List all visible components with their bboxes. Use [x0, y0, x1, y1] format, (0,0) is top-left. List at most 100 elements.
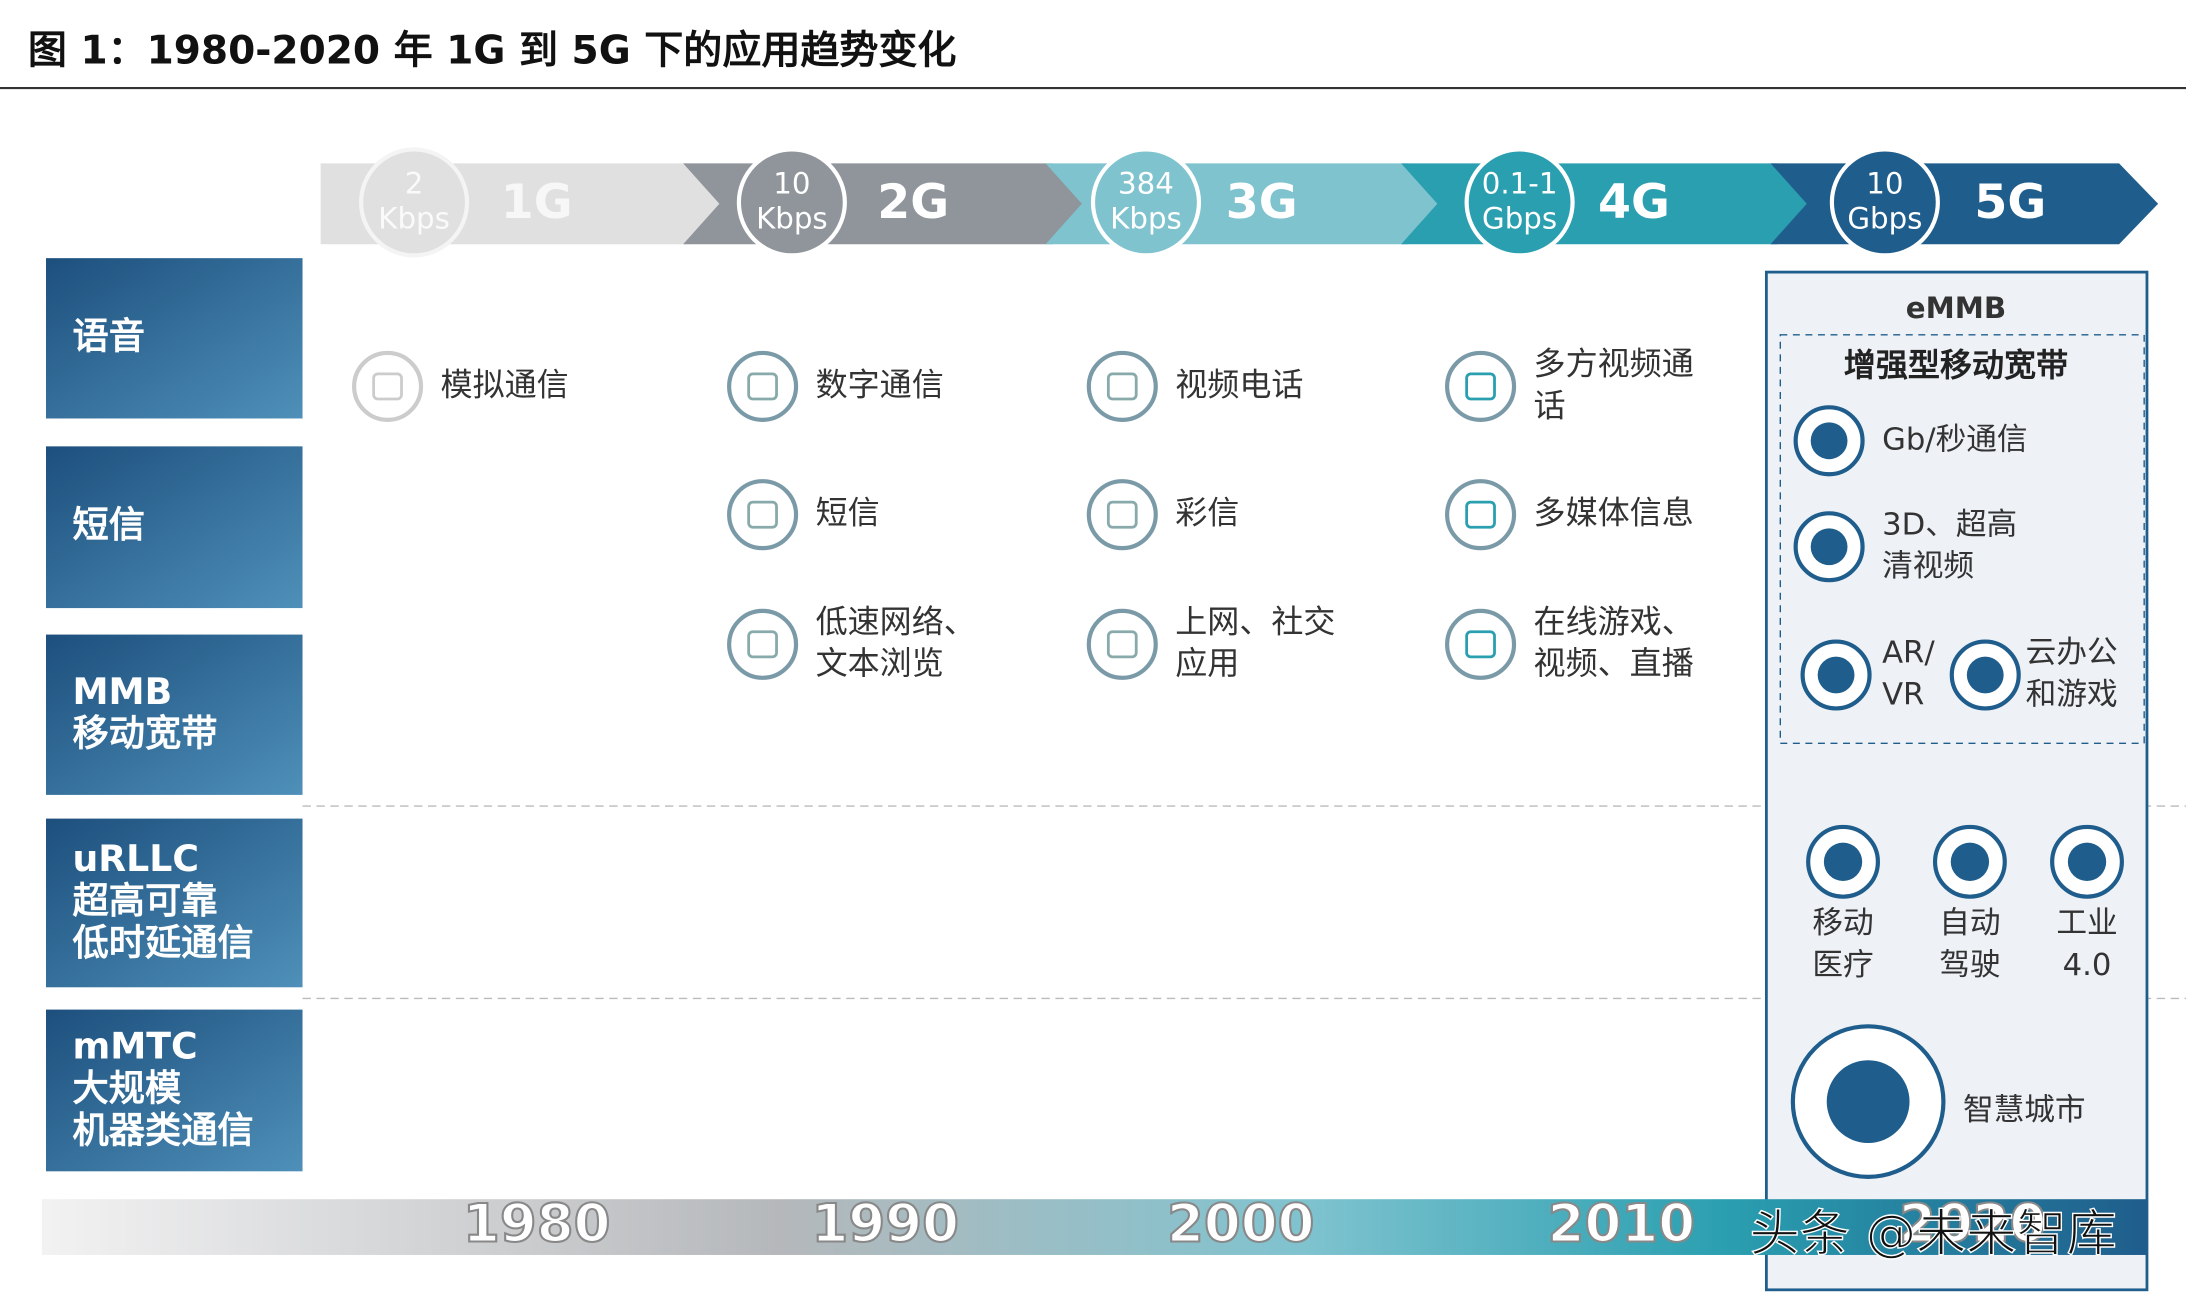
panel-heading: eMMB — [1906, 291, 2006, 325]
app-icon — [1445, 479, 1517, 551]
speed-label: 10 — [773, 166, 810, 200]
app-label: 模拟通信 — [441, 365, 569, 403]
speed-badge — [358, 147, 470, 258]
year-label: 1980 — [463, 1194, 610, 1255]
feature-label: 工业 — [2056, 906, 2117, 941]
generation-name: 3G — [1226, 175, 1298, 230]
embb-group — [1779, 334, 2145, 745]
year-label: 2020 — [1899, 1194, 2046, 1255]
feature-label: 自动 — [1939, 906, 2000, 941]
speed-label: Gbps — [1847, 201, 1922, 235]
generation-arrow — [1770, 163, 2159, 245]
feature-icon-core — [2067, 842, 2107, 881]
app-icon-glyph — [1465, 372, 1496, 401]
feature-icon-core — [1966, 656, 2004, 694]
app-label: 多媒体信息 — [1534, 494, 1694, 532]
row-label: 超高可靠 — [72, 879, 217, 922]
app-icon — [727, 350, 799, 422]
title: 图 1：1980-2020 年 1G 到 5G 下的应用趋势变化 — [28, 29, 957, 74]
feature-icon-core — [1826, 1060, 1910, 1144]
row-image — [46, 258, 303, 419]
feature-label: VR — [1882, 677, 1924, 712]
feature-label: AR/ — [1882, 636, 1935, 671]
row-label: 语音 — [72, 314, 144, 357]
feature-label: 驾驶 — [1939, 948, 2000, 983]
timeline-bar — [41, 1199, 2147, 1255]
feature-label: 医疗 — [1812, 948, 1873, 983]
feature-label: 4.0 — [2063, 948, 2112, 983]
generation-name: 5G — [1974, 175, 2046, 230]
app-icon — [1445, 608, 1517, 680]
app-label: 应用 — [1175, 644, 1239, 682]
speed-label: 2 — [405, 166, 424, 200]
row-label: MMB — [72, 670, 172, 713]
feature-label: Gb/秒通信 — [1882, 422, 2028, 457]
app-icon — [727, 479, 799, 551]
feature-icon-core — [1823, 842, 1863, 881]
feature-icon-core — [1817, 656, 1855, 694]
speed-label: 384 — [1118, 166, 1174, 200]
feature-label: 智慧城市 — [1963, 1093, 2086, 1128]
feature-icon-core — [1810, 528, 1848, 566]
feature-label: 移动 — [1812, 906, 1873, 941]
speed-badge — [1829, 147, 1940, 258]
row-label: 低时延通信 — [72, 921, 253, 964]
feature-label: 云办公 — [2026, 636, 2118, 671]
app-label: 视频、直播 — [1534, 644, 1694, 682]
app-icon-glyph — [372, 372, 403, 401]
feature-icon-core — [1810, 422, 1848, 460]
feature-label: 3D、超高 — [1882, 507, 2017, 542]
feature-label: 清视频 — [1882, 549, 1974, 584]
app-icon-glyph — [747, 500, 778, 529]
watermark: 头条 @未来智库 — [1750, 1203, 2117, 1262]
app-icon-glyph — [747, 372, 778, 401]
row-image — [46, 818, 303, 988]
app-icon-glyph — [1106, 630, 1138, 659]
year-label: 2000 — [1167, 1194, 1314, 1255]
app-icon-glyph — [747, 630, 778, 659]
speed-label: Kbps — [1110, 201, 1182, 235]
app-label: 低速网络、 — [816, 602, 976, 640]
feature-icon-core — [1950, 842, 1990, 881]
app-label: 短信 — [816, 494, 880, 532]
app-icon-glyph — [1465, 500, 1496, 529]
app-icon — [1086, 479, 1158, 551]
app-label: 在线游戏、 — [1534, 602, 1694, 640]
app-icon — [1086, 608, 1158, 680]
app-icon-glyph — [1106, 372, 1138, 401]
year-label: 2010 — [1548, 1194, 1695, 1255]
generation-name: 4G — [1598, 175, 1670, 230]
speed-label: 0.1-1 — [1482, 166, 1558, 200]
row-label: 大规模 — [72, 1066, 181, 1109]
row-image — [46, 1009, 303, 1172]
row-label: mMTC — [72, 1025, 197, 1068]
app-label: 彩信 — [1175, 494, 1239, 532]
generation-name: 1G — [501, 175, 573, 230]
app-icon — [1086, 350, 1158, 422]
app-label: 上网、社交 — [1175, 602, 1335, 640]
feature-label: 和游戏 — [2026, 677, 2118, 712]
row-label: 机器类通信 — [72, 1108, 253, 1151]
app-label: 数字通信 — [816, 365, 944, 403]
generation-name: 2G — [877, 175, 949, 230]
app-label: 话 — [1534, 386, 1566, 424]
app-label: 多方视频通 — [1534, 345, 1694, 383]
app-icon-glyph — [1465, 630, 1496, 659]
row-label: 移动宽带 — [72, 712, 217, 755]
app-label: 文本浏览 — [816, 644, 944, 682]
panel-subheading: 增强型移动宽带 — [1844, 346, 2068, 384]
speed-label: Kbps — [756, 201, 828, 235]
speed-label: Kbps — [378, 201, 450, 235]
app-icon — [352, 350, 424, 422]
app-icon — [727, 608, 799, 680]
app-icon — [1445, 350, 1517, 422]
speed-badge — [1464, 147, 1575, 258]
speed-badge — [736, 147, 847, 258]
app-label: 视频电话 — [1175, 365, 1303, 403]
speed-badge — [1090, 147, 1202, 258]
speed-label: 10 — [1866, 166, 1903, 200]
row-image — [46, 634, 303, 795]
app-icon-glyph — [1106, 500, 1138, 529]
